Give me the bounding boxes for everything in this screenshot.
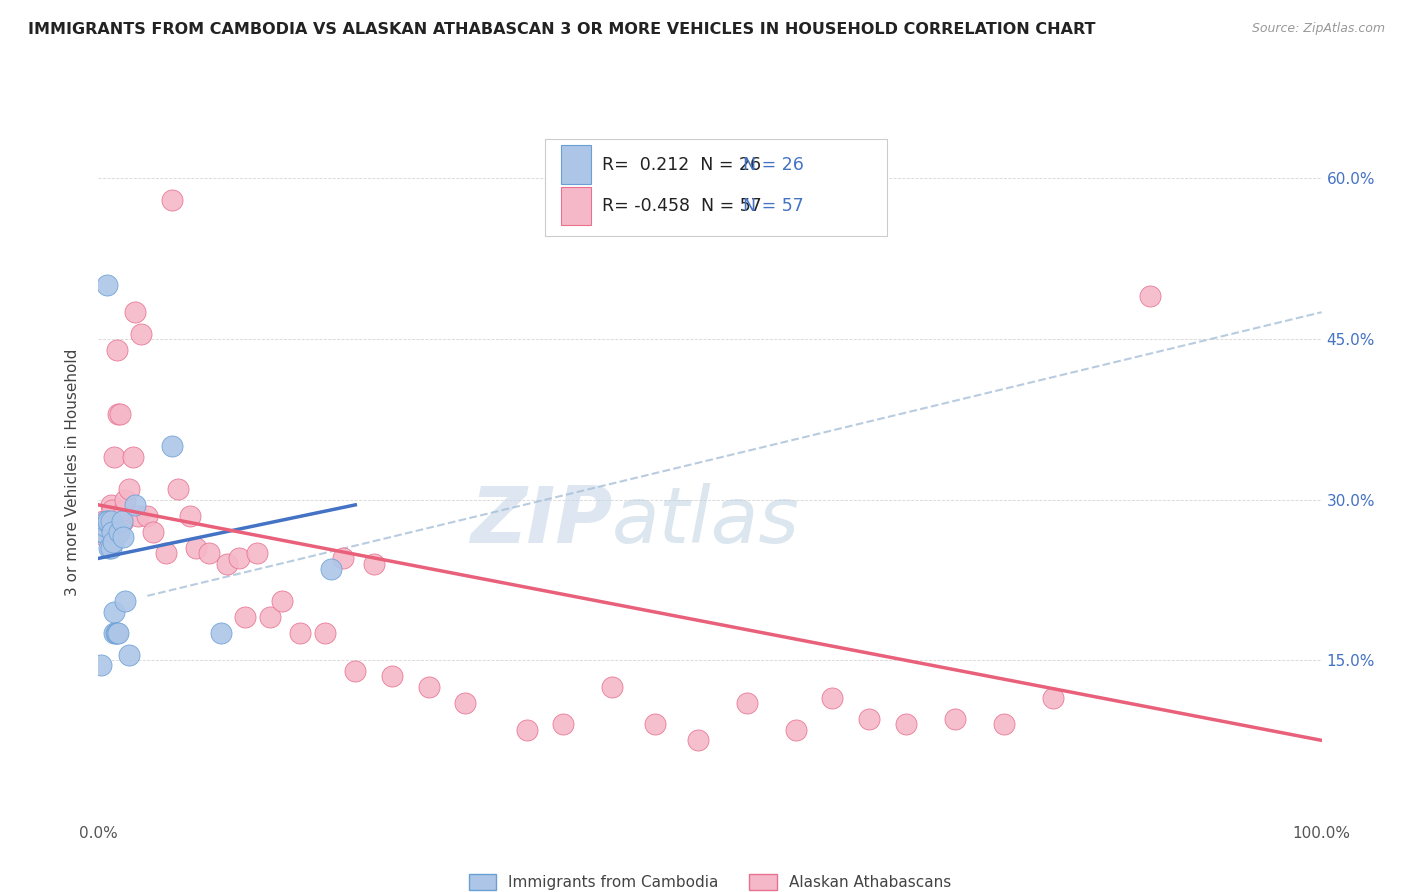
Point [179, 508, 201, 523]
Point [111, 514, 134, 528]
Point [118, 482, 141, 496]
Point [215, 557, 238, 571]
Point [686, 733, 709, 747]
Point [101, 524, 124, 539]
Point [136, 508, 159, 523]
Point [943, 712, 966, 726]
Point [735, 696, 758, 710]
Point [108, 524, 131, 539]
Text: ZIP: ZIP [470, 483, 612, 559]
Point [100, 498, 122, 512]
Point [332, 551, 354, 566]
Point [314, 626, 336, 640]
Point [94, 514, 117, 528]
Point [515, 723, 537, 737]
Point [103, 450, 125, 464]
Point [142, 524, 165, 539]
Point [103, 605, 125, 619]
Text: atlas: atlas [612, 483, 800, 559]
Point [111, 530, 134, 544]
Point [101, 519, 124, 533]
Point [105, 626, 128, 640]
Point [418, 680, 440, 694]
Text: N = 57: N = 57 [742, 197, 804, 215]
FancyBboxPatch shape [546, 139, 887, 236]
Point [344, 664, 367, 678]
Point [228, 551, 250, 566]
Point [259, 610, 281, 624]
Point [101, 503, 124, 517]
Point [114, 492, 136, 507]
Point [104, 626, 127, 640]
Point [100, 541, 122, 555]
Point [91, 524, 114, 539]
Point [98, 541, 121, 555]
Point [94, 530, 117, 544]
Point [97, 514, 120, 528]
Point [381, 669, 404, 683]
Point [107, 407, 129, 421]
Point [121, 450, 143, 464]
Point [160, 439, 183, 453]
Text: Source: ZipAtlas.com: Source: ZipAtlas.com [1251, 22, 1385, 36]
Point [290, 626, 312, 640]
Point [114, 594, 136, 608]
Y-axis label: 3 or more Vehicles in Household: 3 or more Vehicles in Household [65, 349, 80, 597]
Point [93, 524, 115, 539]
Point [97, 514, 120, 528]
Point [107, 626, 129, 640]
Point [90, 658, 112, 673]
Point [270, 594, 294, 608]
Text: R=  0.212  N = 26: R= 0.212 N = 26 [602, 155, 762, 174]
Point [363, 557, 385, 571]
Point [233, 610, 256, 624]
Bar [561, 145, 592, 184]
Point [93, 519, 115, 533]
Point [644, 717, 666, 731]
Point [553, 717, 575, 731]
Point [600, 680, 623, 694]
Point [105, 343, 128, 357]
Point [993, 717, 1015, 731]
Point [100, 508, 122, 523]
Point [91, 524, 114, 539]
Point [110, 407, 132, 421]
Bar [561, 187, 592, 226]
Point [186, 541, 208, 555]
Point [209, 626, 232, 640]
Point [96, 278, 118, 293]
Point [894, 717, 917, 731]
Point [319, 562, 342, 576]
Point [129, 326, 152, 341]
Point [454, 696, 477, 710]
Text: IMMIGRANTS FROM CAMBODIA VS ALASKAN ATHABASCAN 3 OR MORE VEHICLES IN HOUSEHOLD C: IMMIGRANTS FROM CAMBODIA VS ALASKAN ATHA… [28, 22, 1095, 37]
Legend: Immigrants from Cambodia, Alaskan Athabascans: Immigrants from Cambodia, Alaskan Athaba… [463, 868, 957, 892]
Point [1042, 690, 1064, 705]
Point [100, 514, 122, 528]
Text: N = 26: N = 26 [742, 155, 804, 174]
Point [91, 514, 114, 528]
Text: R= -0.458  N = 57: R= -0.458 N = 57 [602, 197, 762, 215]
Point [246, 546, 269, 560]
Point [155, 546, 177, 560]
Point [858, 712, 880, 726]
Point [118, 648, 141, 662]
Point [103, 626, 125, 640]
Point [821, 690, 844, 705]
Point [1139, 289, 1161, 303]
Point [160, 193, 183, 207]
Point [124, 305, 146, 319]
Point [112, 503, 135, 517]
Point [197, 546, 219, 560]
Point [785, 723, 807, 737]
Point [101, 535, 124, 549]
Point [124, 498, 146, 512]
Point [127, 508, 149, 523]
Point [111, 514, 134, 528]
Point [91, 519, 114, 533]
Point [167, 482, 190, 496]
